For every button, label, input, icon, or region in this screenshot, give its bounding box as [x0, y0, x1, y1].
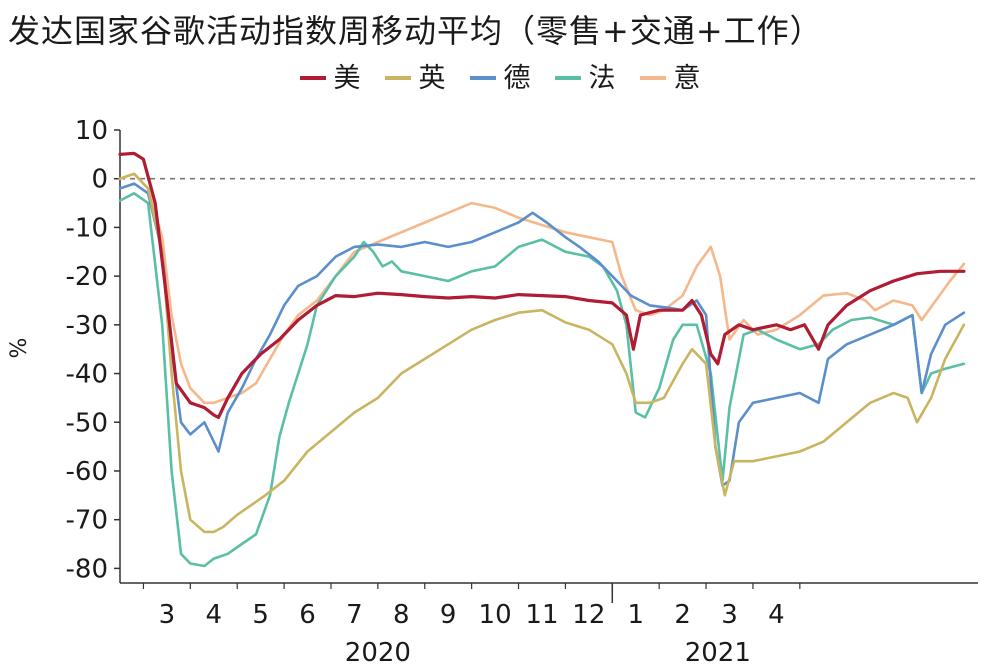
- chart-legend: 美英德法意: [0, 56, 1000, 95]
- x-tick-label: 2: [674, 600, 691, 630]
- legend-swatch-3: [554, 75, 581, 80]
- year-label-2020: 2020: [345, 638, 411, 668]
- legend-swatch-1: [384, 75, 411, 80]
- y-tick-label: -80: [66, 554, 108, 584]
- chart-title: 发达国家谷歌活动指数周移动平均（零售+交通+工作）: [8, 12, 823, 50]
- y-tick-label: -20: [66, 262, 108, 292]
- legend-item-4: 意: [639, 56, 701, 95]
- x-tick-label: 1: [627, 600, 644, 630]
- year-label-2021: 2021: [685, 638, 751, 668]
- y-tick-label: -40: [66, 360, 108, 390]
- y-tick-label: -70: [66, 506, 108, 536]
- x-tick-label: 11: [525, 600, 558, 630]
- y-tick-label: -60: [66, 457, 108, 487]
- y-axis-label: %: [7, 338, 32, 359]
- x-tick-label: 12: [572, 600, 605, 630]
- legend-swatch-0: [299, 75, 326, 80]
- series-line-2: [118, 182, 966, 487]
- x-tick-label: 8: [393, 600, 410, 630]
- legend-label-3: 法: [588, 63, 616, 94]
- legend-swatch-2: [469, 75, 496, 80]
- legend-item-3: 法: [554, 56, 616, 95]
- x-tick-label: 3: [721, 600, 738, 630]
- y-tick-label: 0: [91, 165, 108, 195]
- x-tick-label: 3: [159, 600, 176, 630]
- x-tick-label: 5: [252, 600, 269, 630]
- y-tick-label: -50: [66, 408, 108, 438]
- x-tick-label: 10: [479, 600, 512, 630]
- legend-item-0: 美: [299, 56, 361, 95]
- x-tick-label: 9: [440, 600, 457, 630]
- y-tick-label: -30: [66, 311, 108, 341]
- series-line-1: [118, 172, 966, 534]
- y-tick-label: -10: [66, 213, 108, 243]
- x-tick-label: 4: [768, 600, 785, 630]
- legend-label-4: 意: [673, 63, 701, 94]
- legend-item-1: 英: [384, 56, 446, 95]
- legend-item-2: 德: [469, 56, 531, 95]
- legend-label-2: 德: [503, 63, 531, 94]
- x-tick-label: 7: [346, 600, 363, 630]
- series-line-3: [118, 192, 966, 568]
- x-tick-label: 6: [299, 600, 316, 630]
- x-tick-label: 4: [205, 600, 222, 630]
- legend-label-0: 美: [333, 63, 361, 94]
- legend-label-1: 英: [418, 63, 446, 94]
- y-tick-label: 10: [75, 116, 108, 146]
- series-line-0: [118, 151, 966, 419]
- legend-swatch-4: [639, 75, 666, 80]
